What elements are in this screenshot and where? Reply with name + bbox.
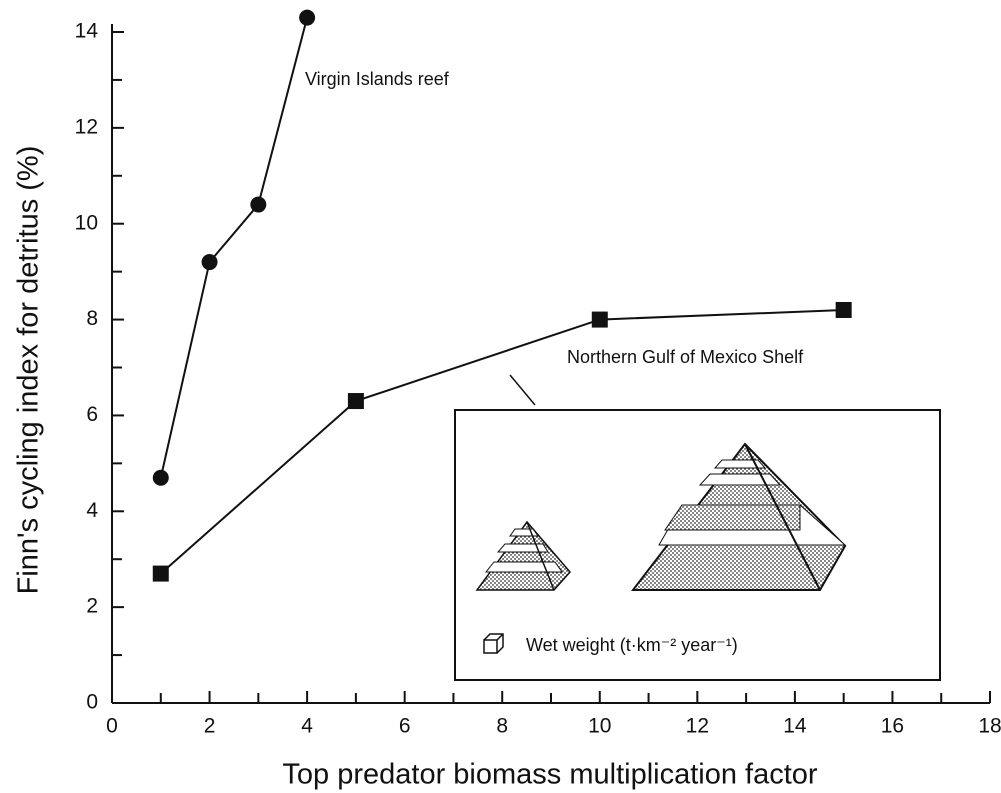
x-tick-label: 6 — [399, 715, 411, 738]
x-tick-label: 18 — [978, 715, 1001, 738]
point — [250, 196, 267, 213]
y-tick-label: 14 — [75, 20, 99, 43]
series-label: Northern Gulf of Mexico Shelf — [567, 347, 804, 367]
series-line — [160, 308, 844, 575]
y-tick-label: 2 — [86, 595, 98, 618]
y-axis-label: Finn's cycling index for detritus (%) — [13, 146, 45, 595]
point — [835, 301, 852, 318]
point — [591, 311, 608, 328]
x-tick-label: 12 — [686, 715, 709, 738]
point — [347, 393, 364, 410]
inset-caption: Wet weight (t·km⁻² year⁻¹) — [526, 635, 738, 655]
x-tick-label: 2 — [204, 715, 216, 738]
point — [201, 254, 218, 271]
series-line — [159, 17, 309, 478]
point — [152, 565, 169, 582]
point — [152, 469, 169, 486]
point — [299, 9, 316, 26]
x-tick-label: 4 — [301, 715, 313, 738]
x-tick-label: 8 — [496, 715, 508, 738]
y-tick-label: 6 — [86, 403, 98, 426]
y-tick-label: 10 — [75, 211, 98, 234]
x-tick-label: 16 — [881, 715, 904, 738]
y-tick-label: 8 — [86, 307, 98, 330]
y-tick-label: 4 — [86, 499, 98, 522]
x-tick-label: 14 — [783, 715, 807, 738]
y-tick-label: 12 — [75, 115, 98, 138]
x-axis-label: Top predator biomass multiplication fact… — [282, 759, 817, 791]
y-tick-label: 0 — [86, 691, 98, 714]
x-tick-label: 10 — [588, 715, 611, 738]
x-tick-label: 0 — [106, 715, 118, 738]
series-label: Virgin Islands reef — [305, 69, 450, 89]
inset: Wet weight (t·km⁻² year⁻¹) — [454, 374, 941, 681]
